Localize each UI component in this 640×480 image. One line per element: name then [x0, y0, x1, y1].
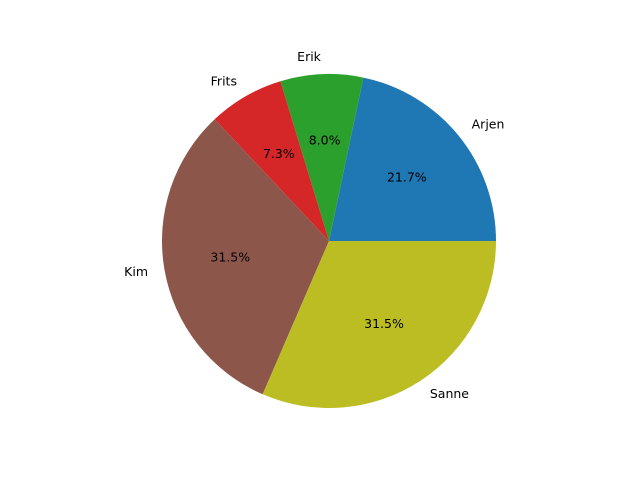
pct-label-erik: 8.0%	[309, 132, 341, 147]
slice-label-sanne: Sanne	[430, 386, 469, 401]
pct-label-frits: 7.3%	[263, 146, 295, 161]
slice-label-erik: Erik	[297, 49, 322, 64]
pct-label-arjen: 21.7%	[387, 169, 427, 184]
slice-label-arjen: Arjen	[472, 117, 505, 132]
slice-label-kim: Kim	[124, 264, 148, 279]
slice-label-frits: Frits	[211, 74, 237, 89]
pct-label-kim: 31.5%	[210, 250, 250, 265]
pct-label-sanne: 31.5%	[364, 316, 404, 331]
